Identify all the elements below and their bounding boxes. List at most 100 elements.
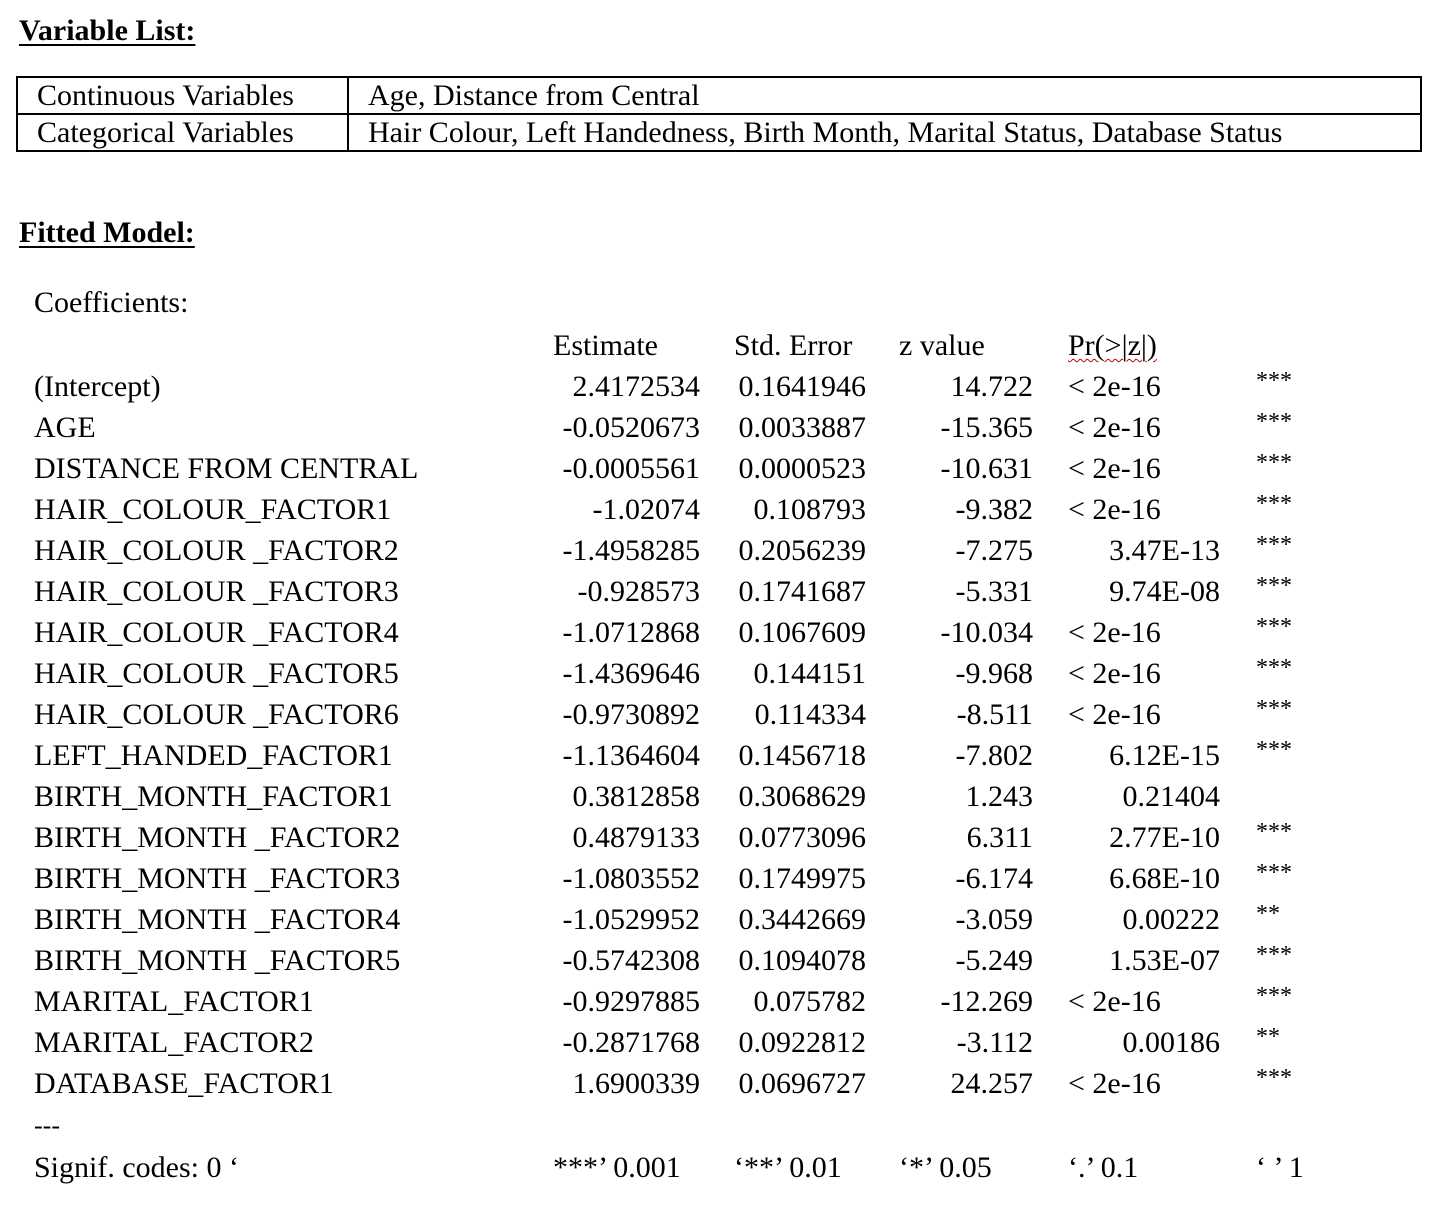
estimate-value: -1.02074 (592, 493, 701, 526)
p-value: 0.21404 (1122, 780, 1221, 813)
estimate-value: -0.928573 (577, 575, 701, 608)
significance-stars: *** (1256, 983, 1292, 1009)
estimate-value: -0.0005561 (562, 452, 701, 485)
coefficient-name: MARITAL_FACTOR1 (34, 985, 314, 1018)
z-value: -10.631 (940, 452, 1034, 485)
std-error-value: 0.3068629 (738, 780, 867, 813)
estimate-value: 0.4879133 (572, 821, 701, 854)
estimate-value: 0.3812858 (572, 780, 701, 813)
std-error-value: 0.114334 (754, 698, 866, 731)
p-value-column-header: Pr(>|z|) (1068, 329, 1157, 362)
variable-names-cell: Age, Distance from Central (347, 76, 1422, 115)
signif-codes-row: Signif. codes: 0 ‘ ***’ 0.001 ‘**’ 0.01 … (0, 1148, 1446, 1188)
significance-stars: ** (1256, 1024, 1280, 1050)
coefficient-row: DISTANCE FROM CENTRAL -0.0005561 0.0000523… (0, 449, 1446, 489)
coefficient-name: HAIR_COLOUR_FACTOR1 (34, 493, 392, 526)
estimate-value: -0.5742308 (562, 944, 701, 977)
z-value: -8.511 (956, 698, 1033, 731)
z-value: 14.722 (950, 370, 1034, 403)
signif-code-005: ‘*’ 0.05 (899, 1151, 992, 1184)
coefficient-row: DATABASE_FACTOR1 1.6900339 0.0696727 24.257… (0, 1064, 1446, 1104)
coefficient-name: HAIR_COLOUR _FACTOR4 (34, 616, 399, 649)
p-value: 3.47E-13 (1109, 534, 1220, 567)
std-error-value: 0.0773096 (738, 821, 867, 854)
z-value: -9.968 (955, 657, 1034, 690)
std-error-value: 0.3442669 (738, 903, 867, 936)
estimate-value: -0.2871768 (562, 1026, 701, 1059)
z-value: -3.059 (955, 903, 1034, 936)
significance-stars: *** (1256, 696, 1292, 722)
coefficient-row: HAIR_COLOUR _FACTOR2 -1.4958285 0.2056239 -… (0, 531, 1446, 571)
coefficient-name: BIRTH_MONTH _FACTOR4 (34, 903, 401, 936)
z-value: 6.311 (966, 821, 1033, 854)
coefficient-name: LEFT_HANDED_FACTOR1 (34, 739, 393, 772)
estimate-column-header: Estimate (553, 329, 658, 362)
significance-stars: *** (1256, 819, 1292, 845)
estimate-value: -1.1364604 (562, 739, 701, 772)
z-value: -3.112 (956, 1026, 1033, 1059)
signif-code-01: ‘.’ 0.1 (1068, 1151, 1139, 1184)
significance-stars: *** (1256, 532, 1292, 558)
p-value: < 2e-16 (1068, 370, 1161, 403)
p-value: 0.00186 (1122, 1026, 1221, 1059)
estimate-value: -0.9730892 (562, 698, 701, 731)
z-value: -9.382 (955, 493, 1034, 526)
p-value: < 2e-16 (1068, 616, 1161, 649)
significance-stars: ** (1256, 901, 1280, 927)
coefficient-name: HAIR_COLOUR _FACTOR3 (34, 575, 399, 608)
coefficient-name: HAIR_COLOUR _FACTOR5 (34, 657, 399, 690)
coefficient-row: MARITAL_FACTOR2 -0.2871768 0.0922812 -3.112… (0, 1023, 1446, 1063)
estimate-value: -1.0712868 (562, 616, 701, 649)
z-value: -5.331 (955, 575, 1034, 608)
estimate-value: -0.0520673 (562, 411, 701, 444)
signif-code-001: ‘**’ 0.01 (734, 1151, 842, 1184)
variable-names-cell: Hair Colour, Left Handedness, Birth Mont… (347, 113, 1422, 152)
variable-type-cell: Continuous Variables (16, 76, 349, 115)
variable-list-heading: Variable List: (19, 14, 196, 47)
significance-stars: *** (1256, 860, 1292, 886)
p-value: 1.53E-07 (1109, 944, 1220, 977)
fitted-model-heading: Fitted Model: (19, 216, 195, 249)
significance-stars: *** (1256, 614, 1292, 640)
coefficient-row: HAIR_COLOUR_FACTOR1 -1.02074 0.108793 -9.38… (0, 490, 1446, 530)
coefficient-row: AGE -0.0520673 0.0033887 -15.365 < 2e-16 *** (0, 408, 1446, 448)
coefficient-row: HAIR_COLOUR _FACTOR6 -0.9730892 0.114334 -8… (0, 695, 1446, 735)
coefficients-label: Coefficients: (34, 286, 189, 319)
p-value: < 2e-16 (1068, 493, 1161, 526)
z-value-column-header: z value (899, 329, 985, 362)
coefficient-name: AGE (34, 411, 96, 444)
coefficient-name: BIRTH_MONTH _FACTOR5 (34, 944, 401, 977)
coefficient-name: MARITAL_FACTOR2 (34, 1026, 314, 1059)
std-error-value: 0.0033887 (738, 411, 867, 444)
p-value: < 2e-16 (1068, 411, 1161, 444)
coefficient-row: BIRTH_MONTH _FACTOR5 -0.5742308 0.1094078 -… (0, 941, 1446, 981)
std-error-value: 0.0000523 (738, 452, 867, 485)
coefficient-row: BIRTH_MONTH _FACTOR3 -1.0803552 0.1749975 -… (0, 859, 1446, 899)
p-value: < 2e-16 (1068, 452, 1161, 485)
std-error-value: 0.1067609 (738, 616, 867, 649)
z-value: -5.249 (955, 944, 1034, 977)
p-value: < 2e-16 (1068, 1067, 1161, 1100)
p-value: < 2e-16 (1068, 985, 1161, 1018)
significance-stars: *** (1256, 1065, 1292, 1091)
significance-stars: *** (1256, 368, 1292, 394)
std-error-column-header: Std. Error (734, 329, 853, 362)
significance-stars: *** (1256, 450, 1292, 476)
coefficient-row: BIRTH_MONTH _FACTOR4 -1.0529952 0.3442669 -… (0, 900, 1446, 940)
estimate-value: 2.4172534 (572, 370, 701, 403)
coefficient-name: (Intercept) (34, 370, 161, 403)
std-error-value: 0.2056239 (738, 534, 867, 567)
coefficient-row: (Intercept) 2.4172534 0.1641946 14.722 < 2e-… (0, 367, 1446, 407)
coefficient-row: BIRTH_MONTH _FACTOR2 0.4879133 0.0773096 6.… (0, 818, 1446, 858)
p-value: 6.68E-10 (1109, 862, 1220, 895)
coefficient-name: DISTANCE FROM CENTRAL (34, 452, 419, 485)
coefficient-row: MARITAL_FACTOR1 -0.9297885 0.075782 -12.269… (0, 982, 1446, 1022)
z-value: -7.802 (955, 739, 1034, 772)
significance-stars: *** (1256, 737, 1292, 763)
coefficient-name: BIRTH_MONTH_FACTOR1 (34, 780, 393, 813)
z-value: 1.243 (965, 780, 1034, 813)
coefficient-name: BIRTH_MONTH _FACTOR2 (34, 821, 401, 854)
std-error-value: 0.108793 (753, 493, 867, 526)
coefficient-name: BIRTH_MONTH _FACTOR3 (34, 862, 401, 895)
std-error-value: 0.1749975 (738, 862, 867, 895)
